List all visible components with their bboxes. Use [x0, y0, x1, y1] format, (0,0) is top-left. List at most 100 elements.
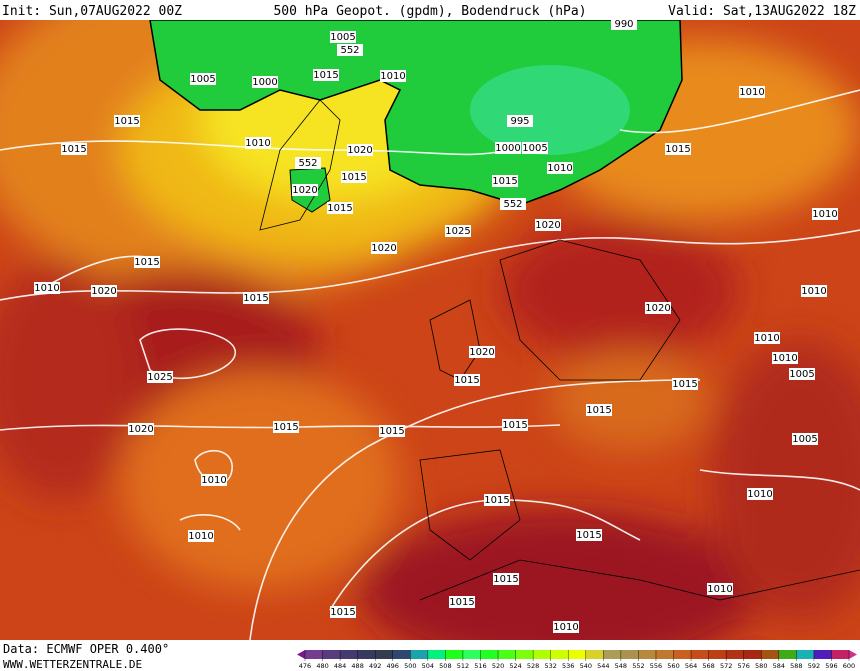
- colorbar-tick-label: 600: [843, 662, 855, 670]
- isobar-label: 1015: [492, 176, 517, 187]
- isobar-label-bg: [380, 70, 406, 82]
- isobar-label: 1015: [114, 116, 139, 127]
- colorbar-bin: [357, 650, 376, 659]
- isobar-label: 1020: [128, 424, 153, 435]
- isobar-label-bg: [188, 530, 214, 542]
- colorbar-tick-label: 496: [387, 662, 399, 670]
- green-core: [470, 65, 630, 155]
- isobar-label-bg: [747, 488, 773, 500]
- colorbar-tick-label: 588: [790, 662, 802, 670]
- colorbar-tick-label: 548: [615, 662, 627, 670]
- isobar-label: 1015: [313, 70, 338, 81]
- colorbar-bin: [673, 650, 692, 659]
- colorbar-bin: [375, 650, 394, 659]
- map-title: 500 hPa Geopot. (gpdm), Bodendruck (hPa): [273, 4, 586, 19]
- colorbar-tick-label: 576: [737, 662, 749, 670]
- colorbar-bin: [761, 650, 780, 659]
- isobar-label: 552: [340, 45, 359, 56]
- isobar-label-bg: [134, 256, 160, 268]
- colorbar-tick-label: 504: [422, 662, 434, 670]
- isobar-label: 1000: [495, 143, 520, 154]
- isobar-label: 1015: [484, 495, 509, 506]
- colorbar-bin: [568, 650, 587, 659]
- isobar-label: 1015: [449, 597, 474, 608]
- init-label: Init: Sun,07AUG2022 00Z: [2, 4, 182, 19]
- isobar-label: 1010: [707, 584, 732, 595]
- colorbar-bin: [533, 650, 552, 659]
- isobar-label: 1005: [190, 74, 215, 85]
- isobar-label: 1015: [243, 293, 268, 304]
- colorbar-bin: [392, 650, 411, 659]
- isobar-label: 1015: [493, 574, 518, 585]
- isobar-label-bg: [337, 44, 363, 56]
- isobar-label-bg: [341, 171, 367, 183]
- colorbar-bin: [708, 650, 727, 659]
- isobar-label-bg: [553, 621, 579, 633]
- colorbar-tick-label: 592: [808, 662, 820, 670]
- isobar-label: 552: [503, 199, 522, 210]
- isobar-label-bg: [201, 474, 227, 486]
- isobar-label-bg: [61, 143, 87, 155]
- isobar-label-bg: [114, 115, 140, 127]
- isobar-label-bg: [469, 346, 495, 358]
- isobar-label-bg: [484, 494, 510, 506]
- isobar-label: 1020: [645, 303, 670, 314]
- isobar-label: 1015: [379, 426, 404, 437]
- colorbar-tick-label: 480: [316, 662, 328, 670]
- isobar-label-bg: [190, 73, 216, 85]
- isobar-label-bg: [772, 352, 798, 364]
- isobar-label-bg: [502, 419, 528, 431]
- colorbar-bin: [638, 650, 657, 659]
- colorbar-bin: [796, 650, 815, 659]
- colorbar-tick-label: 484: [334, 662, 346, 670]
- isobar-label: 1010: [754, 333, 779, 344]
- colorbar-tick-label: 552: [632, 662, 644, 670]
- isobar-label-bg: [454, 374, 480, 386]
- isobar-label-bg: [34, 282, 60, 294]
- isobar-label: 1005: [792, 434, 817, 445]
- isobar-label-bg: [492, 175, 518, 187]
- isobar-label-bg: [495, 142, 521, 154]
- isobar-label-bg: [243, 292, 269, 304]
- colorbar-end: [849, 650, 857, 659]
- isobar-label-bg: [252, 76, 278, 88]
- colorbar-tick-label: 568: [702, 662, 714, 670]
- isobar-label-bg: [347, 144, 373, 156]
- isobar-label: 1020: [292, 185, 317, 196]
- colorbar-tick-label: 532: [544, 662, 556, 670]
- isobar-label: 1010: [801, 286, 826, 297]
- colorbar-bin: [322, 650, 341, 659]
- isobar-label-bg: [500, 198, 526, 210]
- isobar-label: 1015: [134, 257, 159, 268]
- colorbar-bin: [603, 650, 622, 659]
- isobar-label-bg: [445, 225, 471, 237]
- colorbar-tick-label: 564: [685, 662, 697, 670]
- isobar-label-bg: [313, 69, 339, 81]
- isobar-label: 1020: [347, 145, 372, 156]
- isobar-label-bg: [535, 219, 561, 231]
- isobar-label: 990: [614, 19, 633, 30]
- isobar-label-bg: [330, 606, 356, 618]
- isobar-label-bg: [327, 202, 353, 214]
- colorbar-tick-label: 580: [755, 662, 767, 670]
- colorbar-bin: [427, 650, 446, 659]
- isobar-label: 1015: [672, 379, 697, 390]
- isobar-label: 1025: [445, 226, 470, 237]
- colorbar-bin: [831, 650, 850, 659]
- isobar-label: 1010: [772, 353, 797, 364]
- colorbar-tick-label: 560: [667, 662, 679, 670]
- isobar-label: 1010: [553, 622, 578, 633]
- isobar-label: 995: [510, 116, 529, 127]
- isobar-label: 1025: [147, 372, 172, 383]
- isobar-label-bg: [147, 371, 173, 383]
- isobar-label-bg: [672, 378, 698, 390]
- isobar-label: 1015: [330, 607, 355, 618]
- colorbar-tick-label: 556: [650, 662, 662, 670]
- isobar-label: 1005: [789, 369, 814, 380]
- colorbar-tick-label: 596: [825, 662, 837, 670]
- colorbar-tick-label: 528: [527, 662, 539, 670]
- isobar-label-bg: [371, 242, 397, 254]
- isobar-label: 1020: [91, 286, 116, 297]
- isobar-label: 1000: [252, 77, 277, 88]
